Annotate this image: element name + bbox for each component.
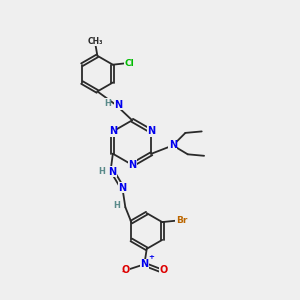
Text: O: O [122,265,130,275]
Text: N: N [140,259,148,269]
Text: N: N [118,183,126,193]
Text: N: N [109,167,117,176]
Text: N: N [147,126,155,136]
Text: N: N [114,100,122,110]
Text: N: N [109,126,117,136]
Text: +: + [148,254,154,260]
Text: N: N [128,160,136,170]
Text: -: - [122,268,125,277]
Text: H: H [99,167,106,176]
Text: O: O [159,265,167,275]
Text: N: N [169,140,177,150]
Text: Cl: Cl [125,59,135,68]
Text: Br: Br [176,216,187,225]
Text: H: H [104,99,111,108]
Text: H: H [114,201,121,210]
Text: CH₃: CH₃ [88,37,103,46]
